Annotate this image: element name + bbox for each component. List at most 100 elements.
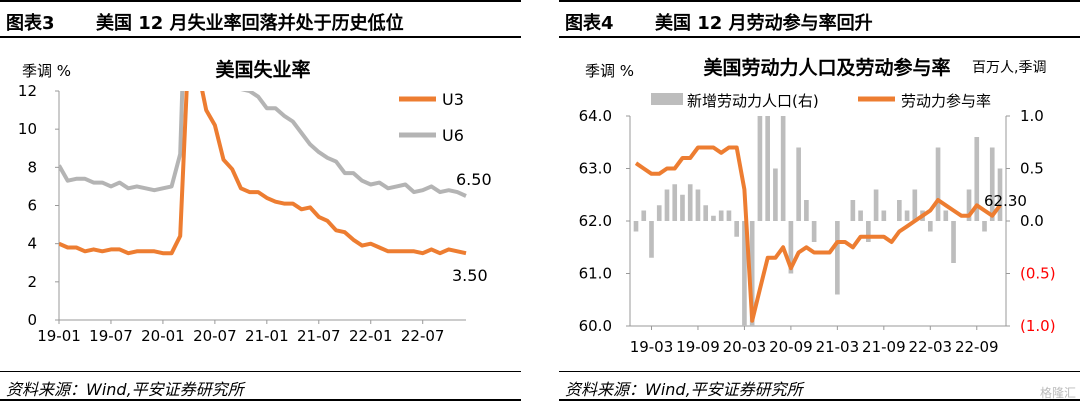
plot-area [58,91,466,321]
series-line-u3 [59,91,467,256]
labor-force-bar [649,221,654,258]
y-axis-label-right: 百万人,季调 [972,60,1046,76]
chart-panel-unemployment: 图表3 美国 12 月失业率回落并处于历史低位 季调 % 美国失业率 0 2 4 6 8… [0,0,521,407]
labor-force-bar [633,221,639,232]
chart-heading: 美国 12 月劳动参与率回升 [655,13,873,34]
labor-force-bar [749,221,755,326]
series-line-u6 [59,91,467,198]
chart-header: 图表4 美国 12 月劳动参与率回升 [559,0,1080,38]
plot-area [629,116,1007,327]
source-note: 资料来源：Wind,平安证券研究所 [559,371,1080,401]
chart-title: 美国失业率 [215,58,310,81]
chart-header: 图表3 美国 12 月失业率回落并处于历史低位 [0,0,521,38]
y-tick-label-left: 60.0 [579,317,612,335]
labor-force-bar [695,189,701,221]
labor-force-bar [711,215,716,221]
y-tick-label: 12 [18,82,37,100]
chart-panel-participation: 图表4 美国 12 月劳动参与率回升 季调 % 美国劳动力人口及劳动参与率 百万… [559,0,1080,407]
labor-force-bar [912,189,918,221]
y-tick-label: 0 [27,311,37,329]
labor-force-bar [773,168,778,221]
y-tick-label: 6 [27,197,37,215]
y-tick-label-right: 0.0 [1020,212,1044,230]
chart-title: 美国劳动力人口及劳动参与率 [703,56,950,79]
x-tick-label: 21-03 [816,338,860,356]
y-tick-label-right: 1.0 [1020,107,1044,125]
x-tick-label: 22-09 [955,338,999,356]
x-tick-label: 19-01 [37,327,81,345]
y-tick-label-left: 62.0 [579,212,612,230]
x-tick-label: 20-01 [141,327,185,345]
chart-number: 图表3 [6,13,55,34]
legend-label-u3: U3 [442,90,464,109]
axis-ticks: 0 2 4 6 8 10 12 19-01 19-07 20-01 20-07 21-01 21-07 2… [18,82,445,345]
y-tick-label: 4 [27,235,37,253]
line-series [634,145,1002,323]
labor-force-bar [656,205,662,221]
x-tick-label: 22-07 [401,327,445,345]
x-tick-label: 19-09 [676,338,720,356]
source-note: 资料来源：Wind,平安证券研究所 [0,371,521,401]
labor-force-bar [982,221,987,232]
y-axis-label-left: 季调 % [585,62,634,80]
labor-force-bar [835,221,840,295]
y-tick-label-left: 61.0 [579,265,612,283]
labor-force-bar [742,221,747,326]
labor-force-bar [974,137,980,221]
x-tick-label: 21-07 [297,327,341,345]
labor-force-bar [811,221,817,242]
labor-force-bar [850,200,856,221]
labor-force-bar [866,221,871,242]
x-tick-label: 21-01 [245,327,289,345]
y-tick-label: 8 [27,158,37,176]
labor-force-bar [780,116,786,221]
y-tick-label-right: (0.5) [1020,265,1056,283]
chart-heading: 美国 12 月失业率回落并处于历史低位 [96,13,404,34]
legend-label-u6: U6 [442,126,464,145]
labor-force-bar [680,194,685,221]
labor-force-bar [997,168,1003,221]
labor-force-bar [672,184,678,221]
labor-force-bar [943,210,949,221]
y-axis-label: 季调 % [22,62,71,80]
x-tick-label: 20-09 [769,338,813,356]
labor-force-bar [951,221,956,263]
annotation-u3-last: 3.50 [452,266,488,285]
labor-force-bar [726,210,732,221]
x-tick-label: 21-09 [862,338,906,356]
annotation-participation-last: 62.30 [984,192,1027,210]
labor-force-bar [788,221,794,274]
labor-force-bar [804,200,809,221]
labor-force-bar [873,189,879,221]
labor-force-bar [734,221,740,237]
legend-swatch-bar [651,93,683,105]
legend: 新增劳动力人口(右) 劳动力参与率 [651,92,991,110]
labor-force-bar [687,184,693,221]
axis-ticks: 60.0 61.0 62.0 63.0 64.0 (1.0) (0.5) 0.0 0.5 1.0 1… [579,107,1056,356]
labor-force-bar [703,205,709,221]
unemployment-chart: 季调 % 美国失业率 0 2 4 6 8 10 12 19-01 19-07 20-01 20-07… [18,58,492,345]
source-text: 资料来源：Wind,平安证券研究所 [6,380,244,399]
labor-force-bar [881,210,887,221]
labor-force-bar [989,147,995,221]
chart-number: 图表4 [565,13,614,34]
y-tick-label: 10 [18,120,37,138]
x-tick-label: 22-01 [349,327,393,345]
annotation-u6-last: 6.50 [456,170,492,189]
legend-label-bar: 新增劳动力人口(右) [687,92,819,110]
y-tick-label-right: 0.5 [1020,160,1044,178]
labor-force-bar [765,116,770,221]
x-tick-label: 20-07 [193,327,237,345]
labor-force-bar [858,210,863,221]
watermark: 格隆汇 [1039,386,1076,400]
participation-rate-line [634,145,1002,323]
x-tick-label: 19-03 [630,338,674,356]
labor-force-bar [966,189,972,221]
y-tick-label: 2 [27,273,37,291]
labor-force-bar [896,200,902,221]
y-tick-label-left: 63.0 [579,160,612,178]
labor-force-bar [664,189,670,221]
participation-chart: 季调 % 美国劳动力人口及劳动参与率 百万人,季调 新增劳动力人口(右) 劳动力… [579,56,1056,356]
x-tick-label: 19-07 [89,327,133,345]
source-text: 资料来源：Wind,平安证券研究所 [565,380,803,399]
